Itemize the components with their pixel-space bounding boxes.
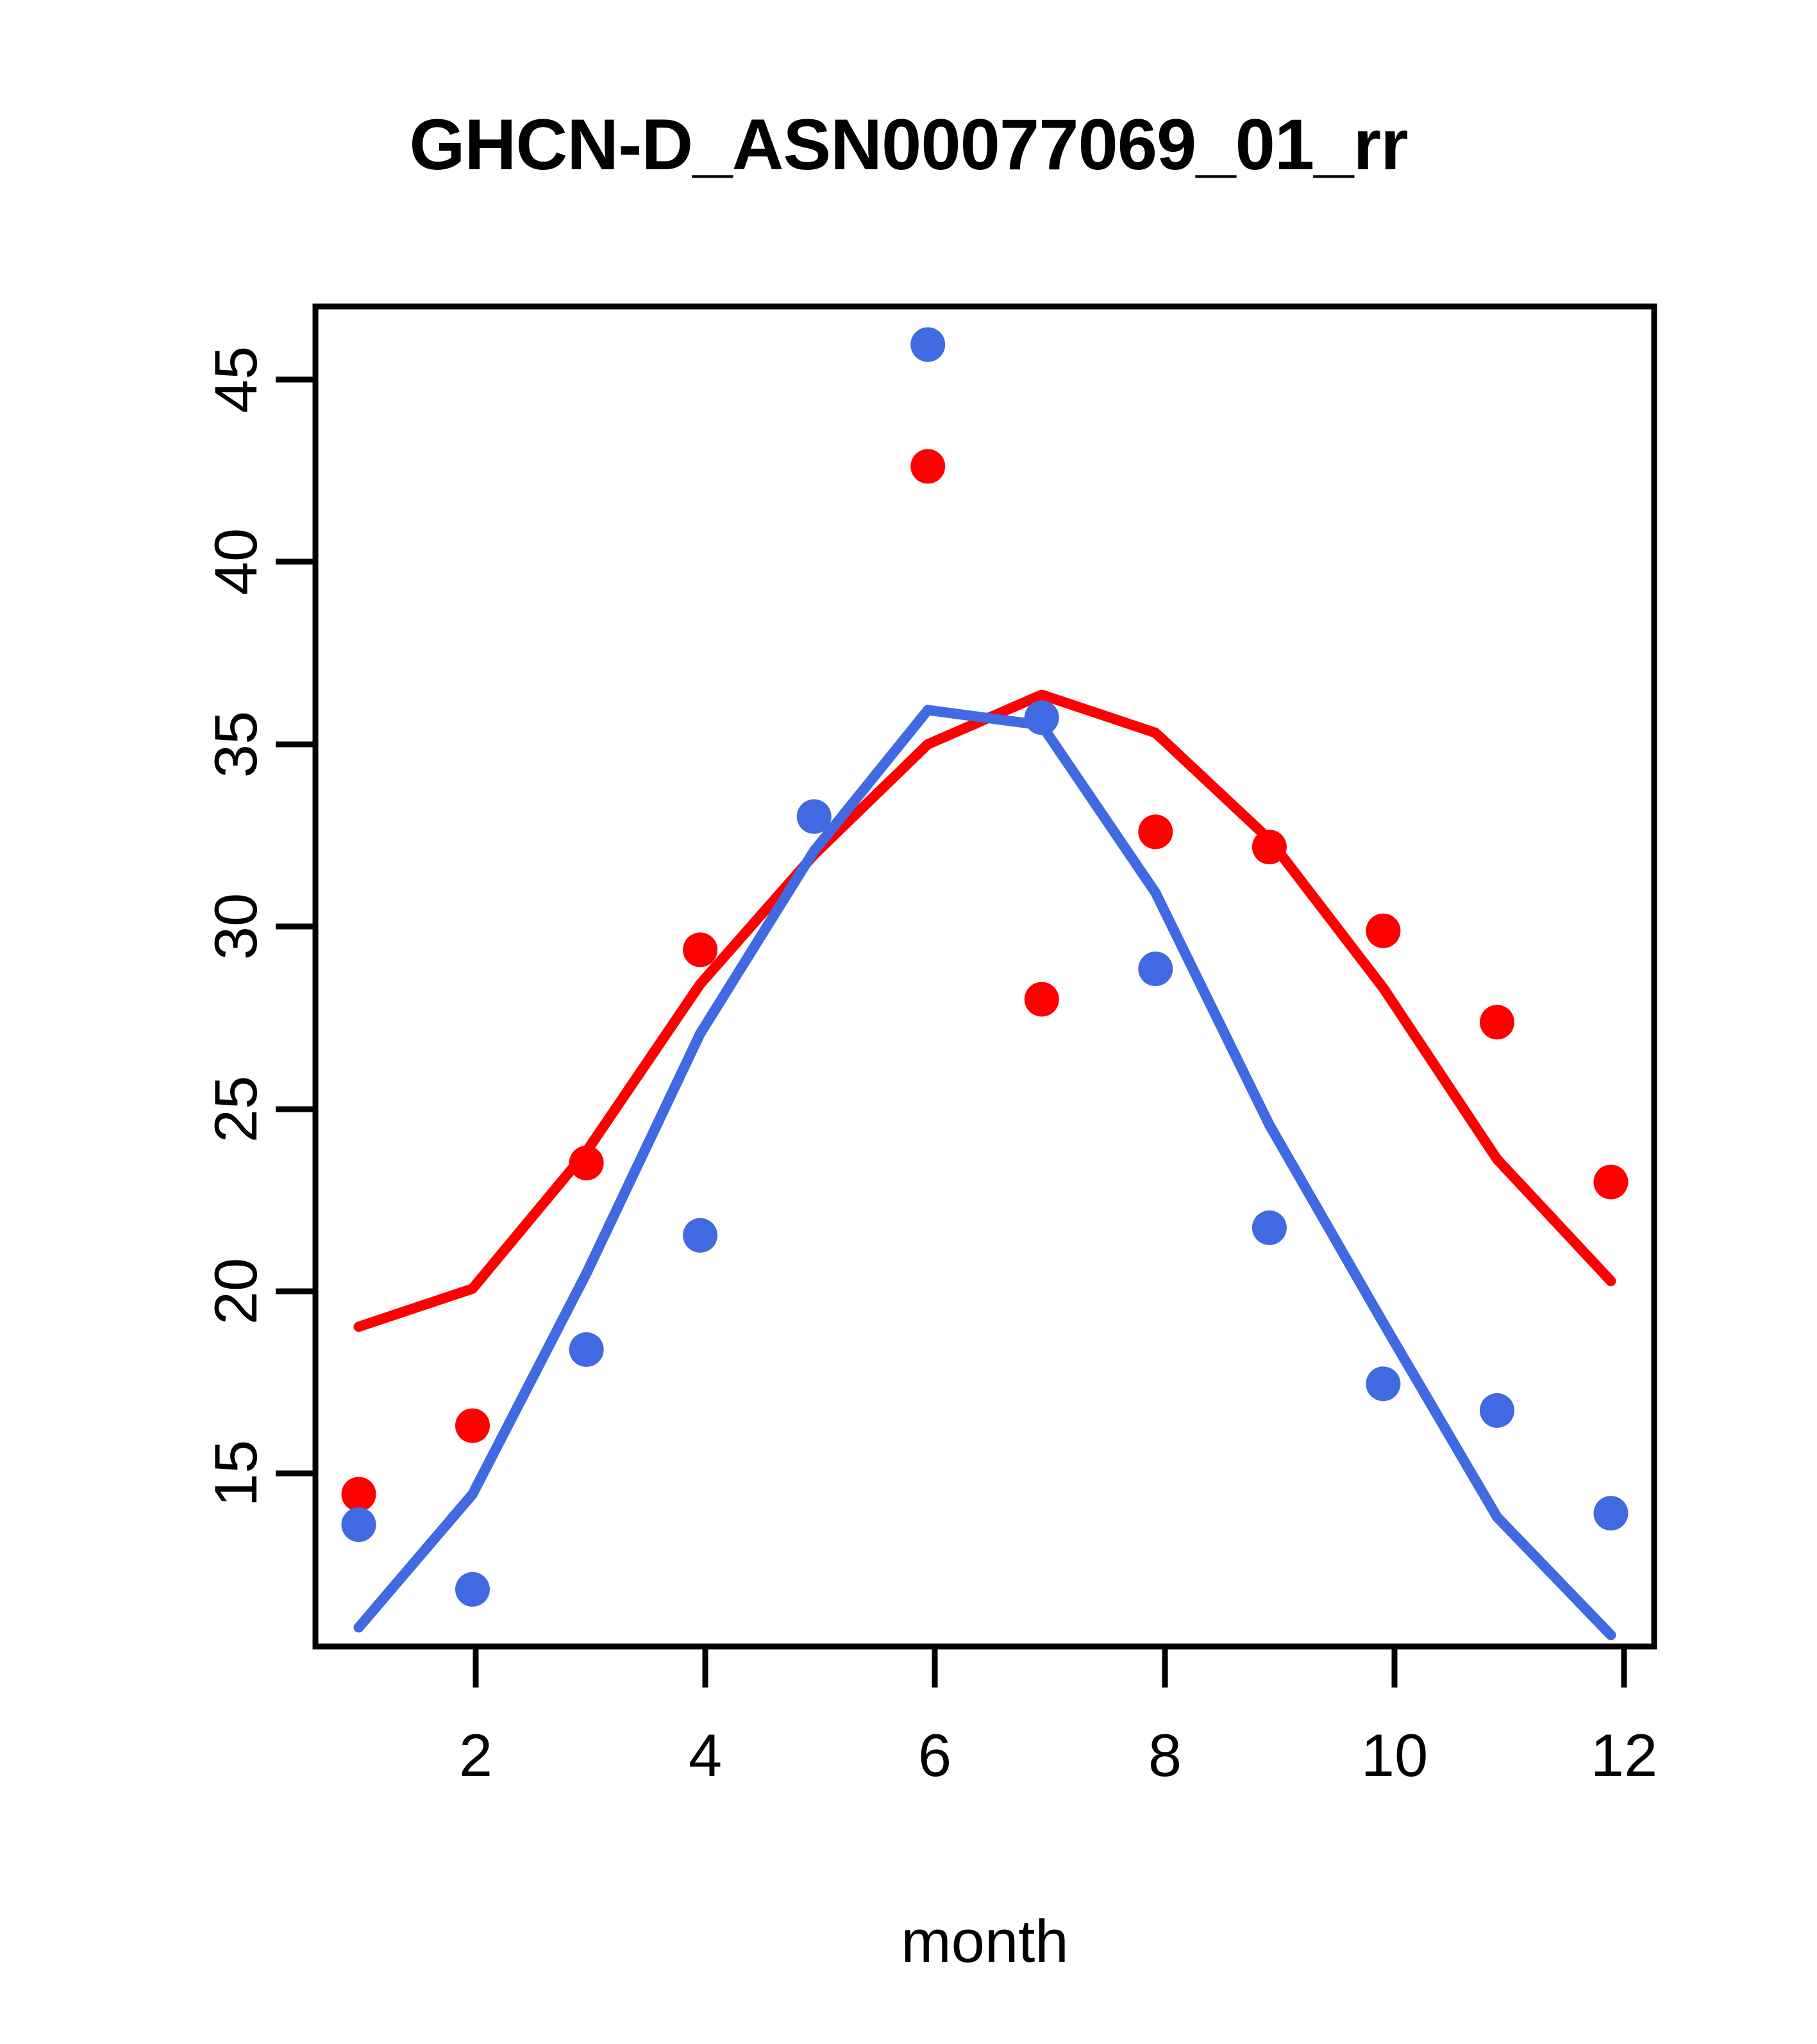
plot-frame: [312, 303, 1657, 1650]
y-axis-tick-labels: 45 40 35 30 25 20 15: [202, 346, 269, 1507]
data-point-red: [1252, 830, 1287, 865]
data-point-blue: [796, 799, 832, 834]
y-tick-label-35: 35: [202, 711, 269, 778]
x-tick-label-2: 2: [459, 1721, 492, 1789]
data-point-red: [1024, 982, 1059, 1017]
page-title: GHCN-D_ASN00077069_01_rr: [409, 105, 1408, 185]
y-tick-label-15: 15: [202, 1440, 269, 1507]
y-tick-label-30: 30: [202, 893, 269, 960]
data-point-red: [910, 449, 946, 484]
data-point-blue: [910, 327, 946, 362]
data-point-blue: [1252, 1210, 1287, 1245]
y-tick-label-40: 40: [202, 528, 269, 596]
data-point-blue: [1480, 1393, 1514, 1428]
data-point-red: [341, 1477, 376, 1512]
data-point-red: [1366, 913, 1401, 948]
data-layer: [341, 327, 1629, 1641]
y-tick-label-25: 25: [202, 1076, 269, 1143]
x-axis-label: month: [901, 1907, 1068, 1975]
x-tick-label-4: 4: [689, 1721, 722, 1789]
data-point-red: [455, 1408, 490, 1443]
data-point-blue: [1138, 951, 1173, 987]
data-point-blue: [1024, 700, 1059, 735]
x-axis-ticks: [473, 1646, 1627, 1688]
x-axis-tick-labels: 2 4 6 8 10 12: [459, 1721, 1657, 1789]
y-axis-ticks: [276, 376, 315, 1477]
x-tick-label-8: 8: [1148, 1721, 1182, 1789]
data-point-blue: [341, 1507, 376, 1542]
data-point-red: [1480, 1005, 1514, 1040]
data-point-blue: [683, 1218, 718, 1253]
x-tick-label-10: 10: [1361, 1721, 1428, 1789]
data-point-red: [1593, 1164, 1629, 1200]
y-tick-label-45: 45: [202, 346, 269, 414]
data-point-blue: [1366, 1366, 1401, 1402]
data-point-blue: [1593, 1496, 1629, 1531]
red-data-points: [341, 449, 1629, 1512]
data-point-red: [1138, 814, 1173, 850]
x-tick-label-12: 12: [1591, 1721, 1658, 1789]
data-point-red: [569, 1145, 604, 1180]
blue-data-points: [341, 327, 1629, 1607]
y-tick-label-20: 20: [202, 1258, 269, 1325]
red-trend-line: [353, 689, 1616, 1332]
x-tick-label-6: 6: [918, 1721, 951, 1789]
data-point-blue: [569, 1332, 604, 1367]
data-point-red: [683, 932, 718, 968]
data-point-blue: [455, 1571, 490, 1607]
blue-trend-line: [353, 705, 1616, 1641]
